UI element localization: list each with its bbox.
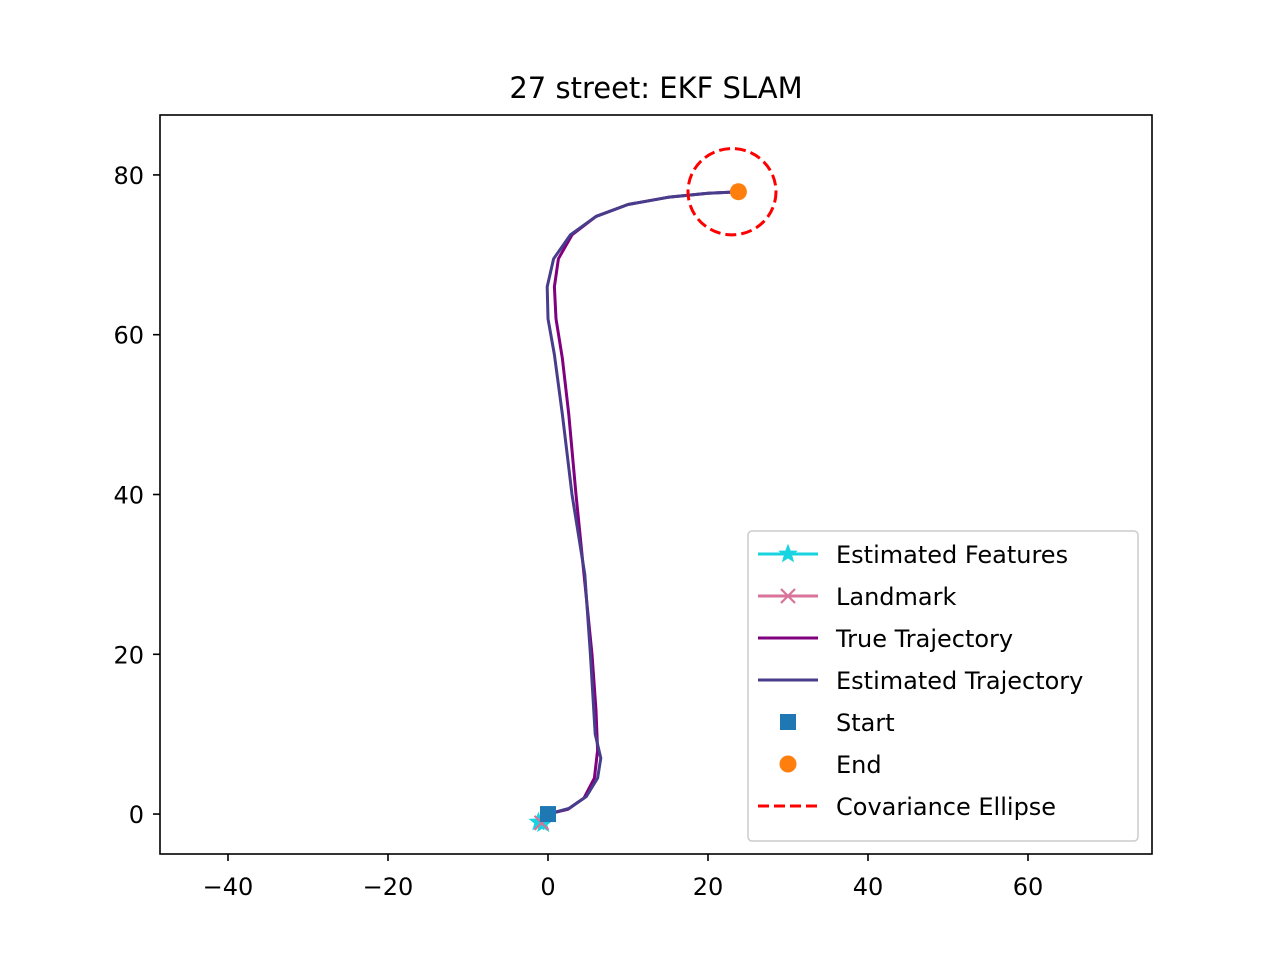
- legend-entry: Covariance Ellipse: [758, 793, 1056, 821]
- legend-label: Estimated Trajectory: [836, 667, 1083, 695]
- legend-label: End: [836, 751, 882, 779]
- covariance-ellipse: [686, 147, 778, 237]
- legend-label: Landmark: [836, 583, 956, 611]
- x-tick-label: −20: [363, 873, 414, 901]
- legend-swatch-marker: [778, 543, 798, 563]
- y-tick-label: 40: [113, 481, 144, 509]
- estimated-trajectory-line: [545, 190, 742, 816]
- legend-label: Start: [836, 709, 895, 737]
- legend: Estimated Features Landmark True Trajector…: [747, 530, 1139, 842]
- y-tick-label: 80: [113, 162, 144, 190]
- y-tick-label: 20: [113, 641, 144, 669]
- legend-box: [747, 530, 1139, 842]
- chart-title: 27 street: EKF SLAM: [509, 71, 802, 105]
- legend-entry: Estimated Trajectory: [758, 667, 1083, 695]
- legend-swatch-marker: [779, 755, 797, 773]
- x-tick-label: 0: [540, 873, 555, 901]
- plot-frame: [159, 114, 1153, 855]
- legend-entry: True Trajectory: [758, 625, 1013, 653]
- legend-label: Estimated Features: [836, 541, 1068, 569]
- legend-entry: Start: [780, 709, 895, 737]
- end-point: [729, 183, 747, 201]
- y-tick-label: 0: [129, 801, 144, 829]
- x-tick-label: 40: [853, 873, 884, 901]
- y-axis: 0 20 40 60 80: [113, 162, 160, 829]
- x-tick-label: 20: [693, 873, 724, 901]
- legend-swatch-marker: [780, 714, 796, 730]
- legend-entry: Landmark: [758, 583, 956, 611]
- legend-entry: End: [779, 751, 882, 779]
- legend-entry: Estimated Features: [758, 541, 1068, 569]
- start-point: [540, 806, 556, 823]
- x-tick-label: −40: [203, 873, 254, 901]
- x-axis: −40 −20 0 20 40 60: [203, 854, 1044, 901]
- legend-swatch-marker: [780, 588, 796, 604]
- x-tick-label: 60: [1013, 873, 1044, 901]
- legend-label: Covariance Ellipse: [836, 793, 1056, 821]
- legend-label: True Trajectory: [835, 625, 1013, 653]
- y-tick-label: 60: [113, 322, 144, 350]
- plot-content: [528, 147, 778, 833]
